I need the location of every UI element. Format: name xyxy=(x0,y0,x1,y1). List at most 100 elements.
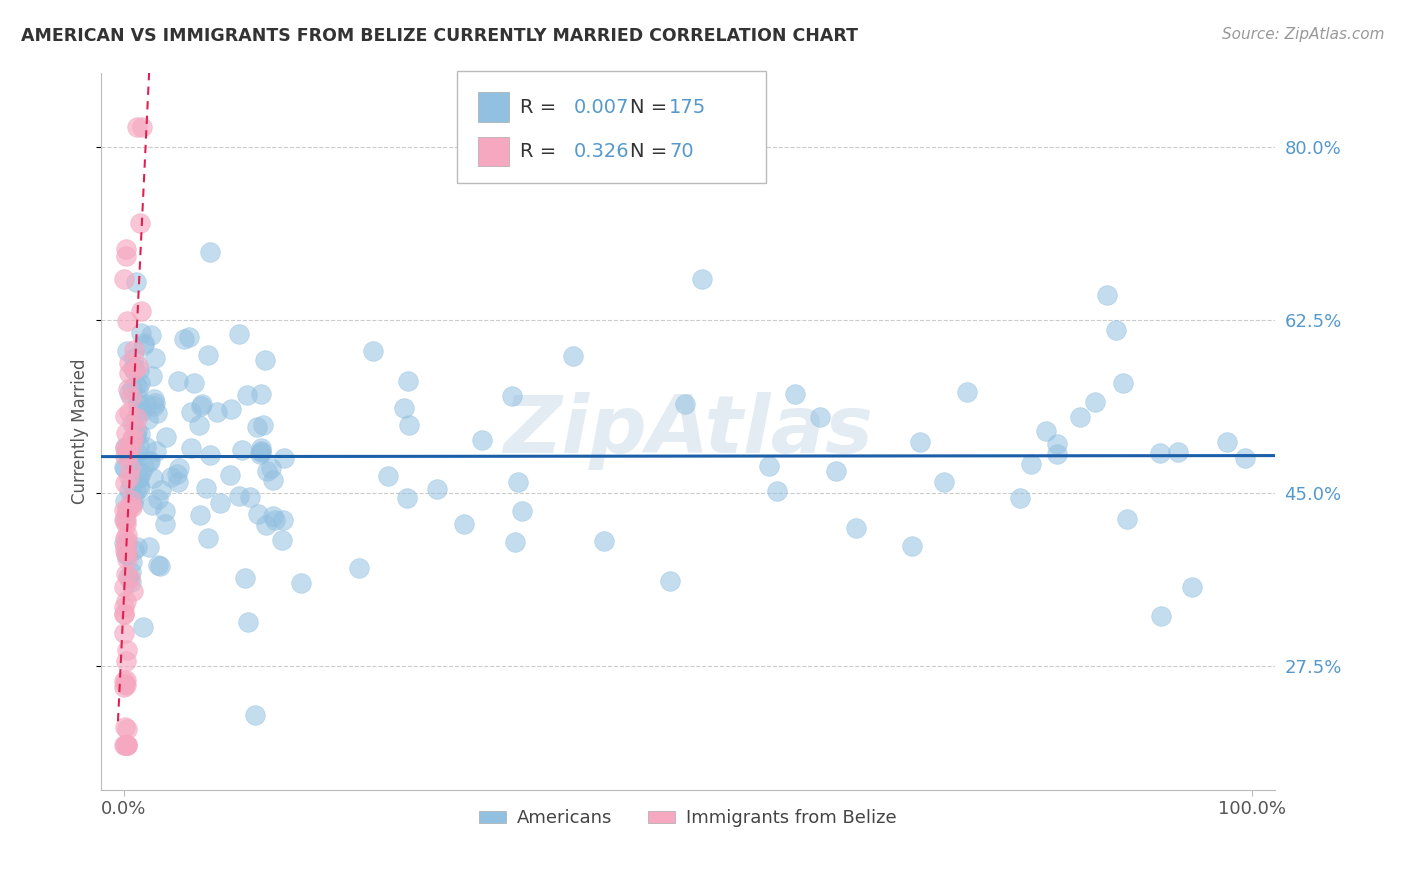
Point xyxy=(155,430,177,444)
Text: R =: R = xyxy=(520,97,557,117)
Point xyxy=(114,442,136,456)
Point xyxy=(112,739,135,753)
Point xyxy=(122,351,145,365)
Point xyxy=(153,517,176,532)
Point xyxy=(825,464,848,478)
Point xyxy=(273,450,295,465)
Point xyxy=(246,420,269,434)
Point xyxy=(239,490,262,504)
Point xyxy=(127,411,149,425)
Point xyxy=(115,534,138,549)
Point xyxy=(114,440,136,454)
Point xyxy=(218,468,240,483)
Point xyxy=(249,441,271,455)
Point xyxy=(115,566,138,581)
Point xyxy=(125,483,148,498)
Point xyxy=(198,448,221,462)
Point xyxy=(127,397,149,411)
Point xyxy=(117,447,139,461)
Point xyxy=(209,495,232,509)
Point xyxy=(115,514,138,528)
Point xyxy=(197,348,219,362)
Point xyxy=(115,441,138,455)
Point xyxy=(114,475,136,490)
Point xyxy=(127,359,149,374)
Point xyxy=(129,304,152,318)
Point xyxy=(124,419,146,434)
Point xyxy=(231,442,253,457)
Point xyxy=(262,473,284,487)
Point xyxy=(1046,437,1069,451)
Point xyxy=(1181,580,1204,594)
Point xyxy=(118,460,141,475)
Point xyxy=(125,378,148,392)
Point xyxy=(115,249,138,263)
Point xyxy=(118,437,141,451)
Point xyxy=(150,483,173,498)
Point xyxy=(128,362,150,376)
Point xyxy=(194,481,217,495)
Point xyxy=(191,397,214,411)
Point xyxy=(503,535,526,549)
Point xyxy=(262,509,284,524)
Point xyxy=(131,404,153,418)
Point xyxy=(127,390,149,404)
Point xyxy=(766,483,789,498)
Point xyxy=(228,489,250,503)
Point xyxy=(845,521,868,535)
Point xyxy=(956,384,979,399)
Point xyxy=(112,503,135,517)
Point xyxy=(114,426,136,441)
Point xyxy=(115,739,138,753)
Point xyxy=(121,431,143,445)
Point xyxy=(1167,445,1189,459)
Point xyxy=(166,467,188,482)
Point xyxy=(132,620,155,634)
Point xyxy=(361,343,384,358)
Point xyxy=(1233,451,1256,466)
Point xyxy=(129,376,152,391)
Point xyxy=(1046,448,1069,462)
Point xyxy=(114,449,136,463)
Point xyxy=(118,483,141,497)
Point xyxy=(122,496,145,510)
Point xyxy=(233,571,256,585)
Point xyxy=(901,539,924,553)
Point xyxy=(112,680,135,694)
Point xyxy=(114,678,136,692)
Point xyxy=(122,361,145,376)
Point xyxy=(1095,288,1118,302)
Legend: Americans, Immigrants from Belize: Americans, Immigrants from Belize xyxy=(471,802,904,835)
Point xyxy=(238,615,260,629)
Point xyxy=(112,271,135,285)
Point xyxy=(115,739,138,753)
Point xyxy=(114,720,136,734)
Point xyxy=(131,467,153,481)
Point xyxy=(145,406,167,420)
Point xyxy=(396,491,419,505)
Text: N =: N = xyxy=(630,142,666,161)
Point xyxy=(1115,512,1137,526)
Point xyxy=(131,120,153,135)
Point xyxy=(127,471,149,485)
Point xyxy=(167,475,190,489)
Point xyxy=(115,242,138,256)
Point xyxy=(124,542,146,557)
Point xyxy=(143,396,166,410)
Point xyxy=(1216,434,1239,449)
Point xyxy=(347,561,370,575)
Point xyxy=(236,387,259,401)
Point xyxy=(932,475,955,490)
Point xyxy=(146,492,169,507)
Point xyxy=(146,558,169,572)
Point xyxy=(125,275,148,289)
Point xyxy=(115,722,138,736)
Point xyxy=(207,405,229,419)
Point xyxy=(183,376,205,390)
Point xyxy=(690,272,713,286)
Point xyxy=(254,517,277,532)
Point xyxy=(253,352,276,367)
Point xyxy=(153,504,176,518)
Point xyxy=(115,527,138,541)
Point xyxy=(471,433,494,447)
